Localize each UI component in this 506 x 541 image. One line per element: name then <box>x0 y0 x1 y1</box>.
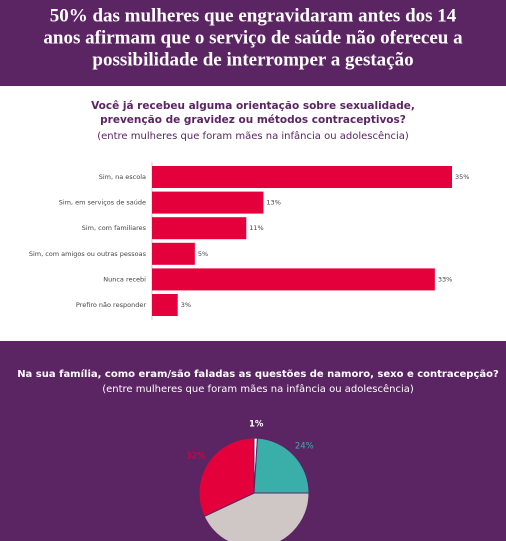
bar <box>152 242 195 265</box>
bar <box>152 191 264 214</box>
chart-subtitle: (entre mulheres que foram mães na infânc… <box>97 130 409 142</box>
chart-title: Na sua família, como eram/são faladas as… <box>17 368 499 380</box>
page-title: possibilidade de interromper a gestação <box>92 49 413 70</box>
value-label: 24% <box>295 441 314 451</box>
value-label: 1% <box>249 420 264 430</box>
value-label: 5% <box>198 250 208 258</box>
value-label: 33% <box>438 275 452 283</box>
bar <box>152 268 435 291</box>
header-band <box>0 0 506 86</box>
chart-title: Você já recebeu alguma orientação sobre … <box>91 100 415 112</box>
value-label: 32% <box>186 452 205 462</box>
category-label: Sim, com amigos ou outras pessoas <box>29 250 147 258</box>
bar <box>152 294 178 316</box>
page-title: 50% das mulheres que engravidaram antes … <box>50 5 457 26</box>
page-title: anos afirmam que o serviço de saúde não … <box>43 27 463 48</box>
chart-subtitle: (entre mulheres que foram mães na infânc… <box>102 383 414 395</box>
bar <box>152 166 452 188</box>
pie-slice <box>253 437 310 494</box>
value-label: 35% <box>455 173 469 181</box>
category-label: Nunca recebi <box>103 275 146 283</box>
bar <box>152 217 247 240</box>
value-label: 3% <box>181 301 191 309</box>
category-label: Prefiro não responder <box>76 301 146 309</box>
category-label: Sim, em serviços de saúde <box>59 199 146 207</box>
category-label: Sim, na escola <box>99 173 146 181</box>
value-label: 11% <box>249 224 263 232</box>
pie-slice <box>198 437 255 518</box>
chart-title: prevenção de gravidez ou métodos contrac… <box>100 114 406 126</box>
value-label: 13% <box>266 199 280 207</box>
pie-slice <box>203 492 310 541</box>
category-label: Sim, com familiares <box>82 224 147 232</box>
